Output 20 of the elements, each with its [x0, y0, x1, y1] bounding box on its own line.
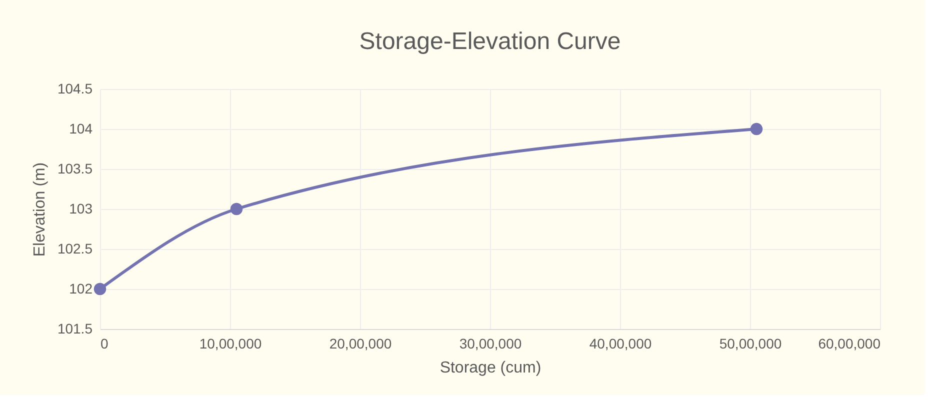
y-axis-title: Elevation (m) — [31, 162, 48, 257]
y-tick-label: 104 — [69, 120, 93, 136]
x-tick-label: 10,00,000 — [199, 336, 262, 352]
x-tick-label: 20,00,000 — [329, 336, 392, 352]
y-tick-label: 103 — [69, 200, 93, 216]
chart-title: Storage-Elevation Curve — [359, 28, 621, 55]
point — [750, 122, 763, 136]
x-tick-label: 0 — [100, 336, 108, 352]
y-tick-label: 102.5 — [57, 240, 93, 256]
y-tick-label: 104.5 — [57, 80, 93, 96]
x-axis-title: Storage (cum) — [440, 360, 542, 376]
y-tick-label: 102 — [69, 280, 93, 296]
point — [94, 282, 106, 296]
y-tick-label: 103.5 — [57, 160, 93, 176]
x-tick-label: 60,00,000 — [818, 336, 881, 352]
point — [230, 202, 243, 216]
x-tick-label: 40,00,000 — [589, 336, 652, 352]
y-tick-label: 101.5 — [57, 320, 93, 336]
x-tick-label: 50,00,000 — [719, 336, 782, 352]
x-tick-label: 30,00,000 — [459, 336, 522, 352]
